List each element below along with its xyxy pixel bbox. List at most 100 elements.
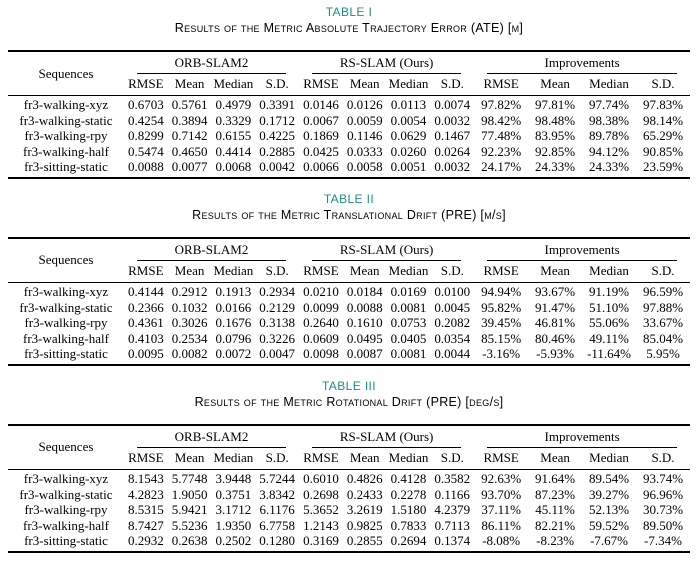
- column-header-sd: S.D.: [651, 262, 675, 278]
- value-cell: 39.27%: [588, 486, 630, 502]
- value-cell: 6.7758: [259, 517, 296, 533]
- table-1-results: Sequences ORB-SLAM2 RS-SLAM (Ours) Impro…: [8, 50, 690, 179]
- value-cell: 3.2619: [346, 502, 383, 518]
- value-cell: 0.1032: [171, 299, 208, 315]
- value-cell: 98.42%: [481, 112, 522, 128]
- value-cell: 0.2698: [303, 486, 339, 502]
- column-header-mean: Mean: [174, 76, 205, 91]
- value-cell: 33.67%: [642, 315, 684, 331]
- column-header-median: Median: [388, 262, 429, 278]
- column-header-sd: S.D.: [651, 449, 675, 465]
- value-cell: 0.0068: [215, 159, 252, 175]
- value-cell: 87.23%: [535, 486, 576, 502]
- value-cell: 0.0753: [390, 315, 427, 331]
- column-header-sd: S.D.: [440, 262, 464, 278]
- column-header-sequences: Sequences: [38, 65, 94, 81]
- value-cell: 0.2366: [127, 299, 164, 315]
- table-row: fr3-walking-rpy 8.5315 5.9421 3.1712 6.1176 5…: [8, 503, 690, 519]
- value-cell: 8.5315: [127, 502, 164, 518]
- value-cell: 0.0066: [303, 159, 339, 175]
- value-cell: 0.7113: [434, 517, 470, 533]
- sequence-name: fr3-walking-rpy: [24, 315, 108, 331]
- column-header-sd: S.D.: [440, 76, 464, 91]
- column-header-sequences: Sequences: [38, 439, 94, 455]
- column-header-mean: Mean: [349, 262, 380, 278]
- value-cell: 0.0099: [303, 299, 339, 315]
- value-cell: 0.1374: [434, 533, 471, 549]
- table-row: fr3-walking-half 8.7427 5.5236 1.9350 6.7758…: [8, 518, 690, 534]
- value-cell: 0.0098: [303, 346, 339, 362]
- value-cell: 85.04%: [642, 330, 684, 346]
- value-cell: -7.67%: [590, 533, 628, 549]
- value-cell: 3.1712: [215, 502, 252, 518]
- value-cell: 0.2640: [303, 315, 339, 331]
- value-cell: 8.7427: [127, 517, 164, 533]
- value-cell: 0.1913: [215, 283, 252, 299]
- table-row: fr3-walking-static 0.2366 0.1032 0.0166 0.21…: [8, 300, 690, 316]
- sub-header-row: RMSE Mean Median S.D. RMSE Mean Median S…: [8, 448, 690, 470]
- group-label: RS-SLAM (Ours): [312, 52, 462, 74]
- table-1-section: TABLE I Results of the Metric Absolute T…: [8, 3, 690, 179]
- value-cell: 0.2912: [171, 283, 208, 299]
- table-row: fr3-walking-rpy 0.8299 0.7142 0.6155 0.4225 0…: [8, 129, 690, 145]
- value-cell: 1.9050: [171, 486, 208, 502]
- value-cell: 96.59%: [642, 283, 684, 299]
- value-cell: 0.3751: [215, 486, 252, 502]
- column-header-median: Median: [589, 449, 629, 465]
- value-cell: 0.0044: [434, 346, 471, 362]
- value-cell: 0.0054: [390, 112, 427, 128]
- column-header-sd: S.D.: [265, 449, 289, 465]
- table-2-header: Sequences ORB-SLAM2 RS-SLAM (Ours) Impro…: [8, 238, 690, 283]
- value-cell: 0.1146: [347, 128, 383, 144]
- group-label: RS-SLAM (Ours): [312, 426, 462, 448]
- value-cell: 0.0042: [259, 159, 296, 175]
- column-header-sequences: Sequences: [38, 252, 94, 268]
- table-2-label: TABLE II: [323, 191, 375, 206]
- group-header-orb-slam2: ORB-SLAM2: [124, 238, 299, 261]
- column-header-sd: S.D.: [651, 76, 675, 91]
- value-cell: 0.0072: [215, 346, 252, 362]
- value-cell: 98.48%: [535, 112, 576, 128]
- value-cell: 0.3329: [215, 112, 252, 128]
- value-cell: 0.2433: [346, 486, 383, 502]
- value-cell: 90.85%: [642, 143, 684, 159]
- sequence-name: fr3-walking-half: [23, 330, 109, 346]
- table-row: fr3-walking-half 0.5474 0.4650 0.4414 0.2885…: [8, 144, 690, 160]
- value-cell: 0.0609: [303, 330, 339, 346]
- value-cell: 3.9448: [215, 470, 252, 486]
- value-cell: 0.4361: [127, 315, 164, 331]
- value-cell: 0.7833: [390, 517, 427, 533]
- value-cell: 97.81%: [535, 97, 576, 112]
- value-cell: 89.54%: [588, 470, 630, 486]
- column-header-mean: Mean: [540, 262, 570, 278]
- value-cell: 0.5761: [171, 97, 208, 112]
- value-cell: 0.2855: [346, 533, 383, 549]
- value-cell: 37.11%: [481, 502, 521, 518]
- column-header-mean: Mean: [174, 449, 205, 465]
- sequence-name: fr3-walking-xyz: [23, 97, 109, 112]
- value-cell: 0.2932: [127, 533, 164, 549]
- value-cell: 0.2502: [215, 533, 252, 549]
- sub-header-row: RMSE Mean Median S.D. RMSE Mean Median S…: [8, 74, 690, 96]
- value-cell: 30.73%: [642, 502, 684, 518]
- value-cell: 93.74%: [642, 470, 684, 486]
- value-cell: 0.4254: [127, 112, 164, 128]
- column-header-mean: Mean: [174, 262, 205, 278]
- column-header-rmse: RMSE: [303, 76, 339, 91]
- value-cell: 5.95%: [646, 346, 680, 362]
- table-row: fr3-walking-xyz 0.4144 0.2912 0.1913 0.2934 0…: [8, 282, 690, 300]
- group-header-row: Sequences ORB-SLAM2 RS-SLAM (Ours) Impro…: [8, 51, 690, 81]
- value-cell: 80.46%: [535, 330, 576, 346]
- column-header-mean: Mean: [349, 449, 380, 465]
- value-cell: 0.6010: [303, 470, 339, 486]
- value-cell: 0.0067: [303, 112, 339, 128]
- value-cell: 0.0405: [390, 330, 427, 346]
- value-cell: 5.3652: [303, 502, 339, 518]
- value-cell: 55.06%: [588, 315, 630, 331]
- value-cell: 0.3582: [434, 470, 471, 486]
- value-cell: 0.0629: [390, 128, 427, 144]
- value-cell: -7.34%: [644, 533, 682, 549]
- table-3-label: TABLE III: [321, 378, 377, 393]
- value-cell: 0.3391: [259, 97, 296, 112]
- sequence-name: fr3-walking-xyz: [23, 283, 109, 299]
